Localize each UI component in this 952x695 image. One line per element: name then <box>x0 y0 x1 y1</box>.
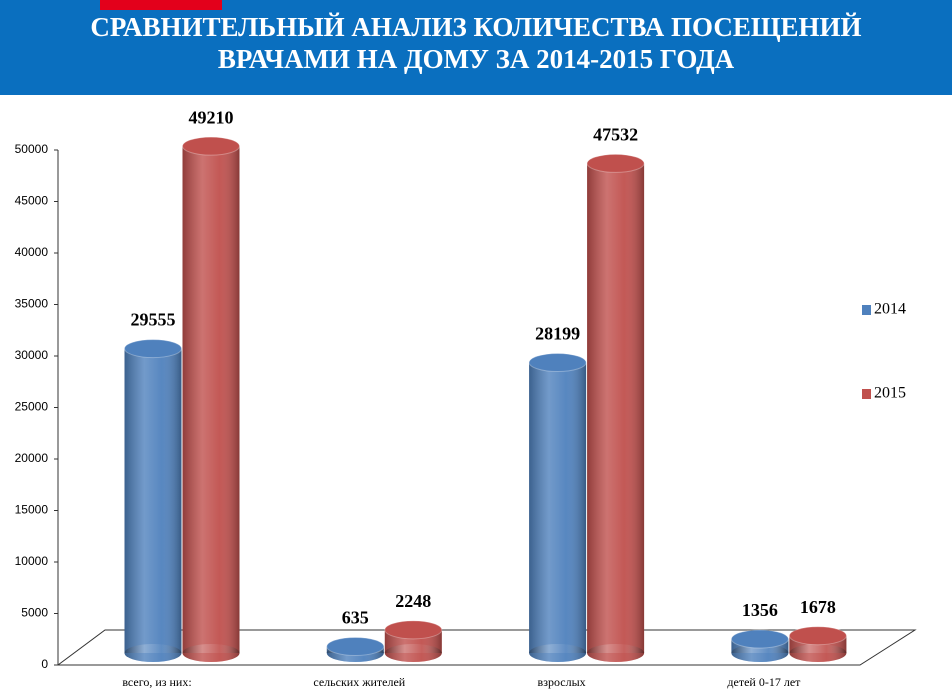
bar-top <box>384 620 443 640</box>
y-tick-label: 50000 <box>15 142 49 156</box>
value-label: 2248 <box>395 591 431 611</box>
bar-shade <box>124 348 182 653</box>
value-label: 28199 <box>535 324 580 344</box>
bar-shade <box>587 163 645 653</box>
y-tick-label: 0 <box>41 657 48 671</box>
header-band <box>0 0 952 95</box>
legend-swatch <box>862 389 871 399</box>
y-tick-label: 20000 <box>15 451 49 465</box>
legend-label: 2014 <box>874 301 906 318</box>
y-tick-label: 10000 <box>15 554 49 568</box>
chart-title: СРАВНИТЕЛЬНЫЙ АНАЛИЗ КОЛИЧЕСТВА ПОСЕЩЕНИ… <box>90 12 861 42</box>
bar-top <box>182 136 240 156</box>
y-tick-label: 30000 <box>15 348 49 362</box>
x-tick-label: всего, из них: <box>122 675 191 689</box>
value-label: 1356 <box>742 600 778 620</box>
bar-shade <box>529 362 587 653</box>
value-label: 635 <box>342 608 369 628</box>
bar-top <box>788 626 847 646</box>
y-tick-label: 5000 <box>21 606 48 620</box>
legend-label: 2015 <box>874 385 906 402</box>
value-label: 29555 <box>131 310 176 330</box>
bar-top <box>528 353 587 373</box>
y-tick-label: 45000 <box>15 194 49 208</box>
chart-title: ВРАЧАМИ НА ДОМУ ЗА 2014-2015 ГОДА <box>218 44 735 74</box>
y-tick-label: 15000 <box>15 503 49 517</box>
floor <box>56 629 917 666</box>
value-label: 49210 <box>189 107 234 127</box>
header-accent <box>100 0 222 10</box>
x-tick-label: взрослых <box>538 675 586 689</box>
legend-swatch <box>862 305 871 315</box>
bar-top <box>326 636 385 656</box>
bar-top <box>730 629 789 649</box>
x-tick-label: детей 0-17 лет <box>727 675 801 689</box>
y-tick-label: 35000 <box>15 297 49 311</box>
value-label: 1678 <box>800 597 836 617</box>
y-tick-label: 25000 <box>15 400 49 414</box>
x-tick-label: сельских жителей <box>313 675 405 689</box>
value-label: 47532 <box>593 125 638 145</box>
bar-shade <box>182 146 240 653</box>
bar-top <box>586 153 645 173</box>
bar-top <box>124 339 182 359</box>
y-tick-label: 40000 <box>15 245 49 259</box>
